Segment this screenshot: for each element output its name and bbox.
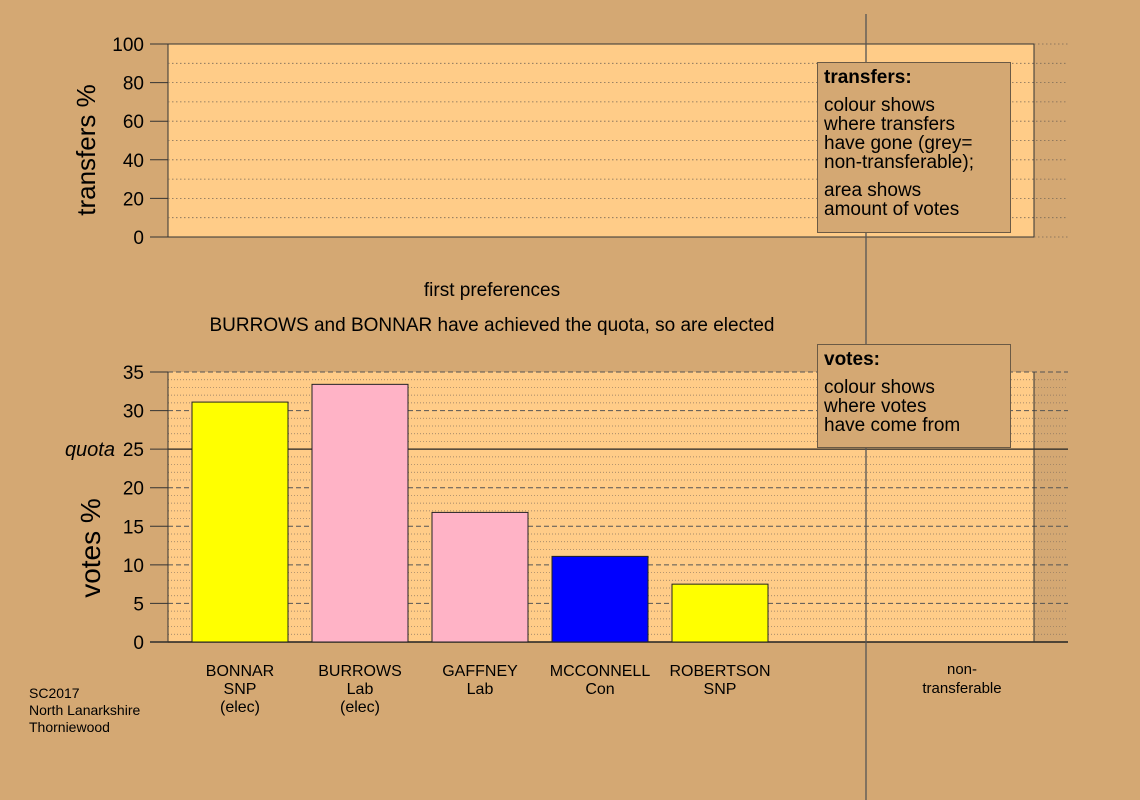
category-label: BONNAR	[206, 663, 274, 680]
bottom-tick-label: 0	[133, 633, 144, 654]
bottom-tick-label: 20	[123, 479, 144, 500]
category-label: (elec)	[340, 699, 380, 716]
top-tick-label: 60	[123, 112, 144, 133]
top-tick-label: 20	[123, 189, 144, 210]
bottom-tick-label: 10	[123, 556, 144, 577]
bar	[551, 555, 649, 643]
bottom-tick-label: 35	[123, 363, 144, 384]
transfers-legend-title: transfers:	[824, 67, 912, 88]
category-label: Lab	[467, 681, 494, 698]
stage-subtitle: BURROWS and BONNAR have achieved the quo…	[209, 315, 774, 336]
category-label: BURROWS	[318, 663, 402, 680]
transfers-legend: transfers: colour shows where transfers …	[817, 62, 1011, 233]
nontransferable-label-line: non-	[947, 661, 977, 678]
bottom-tick-label: 25	[123, 440, 144, 461]
bar	[671, 583, 769, 643]
top-tick-label: 100	[112, 35, 144, 56]
category-label: (elec)	[220, 699, 260, 716]
votes-legend-text: colour shows where votes have come from	[824, 377, 961, 436]
top-tick-label: 0	[133, 228, 144, 249]
bars	[191, 383, 769, 643]
bottom-tick-label: 30	[123, 402, 144, 423]
nontransferable-area	[1034, 372, 1068, 642]
top-tick-label: 40	[123, 151, 144, 172]
stage-title: first preferences	[424, 280, 560, 301]
bar	[191, 401, 289, 643]
bar	[311, 383, 409, 643]
nontransferable-label: non-transferable	[922, 661, 1001, 697]
category-label: Lab	[347, 681, 374, 698]
footer-line-3: Thorniewood	[29, 719, 110, 735]
votes-legend: votes: colour shows where votes have com…	[817, 344, 1011, 448]
footer-line-1: SC2017	[29, 685, 80, 701]
bar	[431, 511, 529, 643]
transfers-legend-text-1: colour shows where transfers have gone (…	[824, 95, 974, 173]
transfers-legend-text-2: area shows amount of votes	[824, 180, 960, 220]
category-label: SNP	[704, 681, 737, 698]
category-label: ROBERTSON	[669, 663, 770, 680]
bottom-y-ticks: 0 5 10 15 20 25 30 35	[123, 363, 168, 654]
category-labels: BONNARSNP(elec)BURROWSLab(elec)GAFFNEYLa…	[206, 663, 771, 716]
top-y-ticks: 0 20 40 60 80 100	[112, 35, 168, 249]
top-y-axis-label: transfers %	[71, 84, 101, 216]
nontransferable-label-line: transferable	[922, 680, 1001, 697]
top-gridlines	[168, 43, 1068, 238]
footer-caption: SC2017 North Lanarkshire Thorniewood	[29, 685, 140, 736]
category-label: SNP	[224, 681, 257, 698]
votes-legend-title: votes:	[824, 349, 880, 370]
footer-line-2: North Lanarkshire	[29, 702, 141, 718]
bottom-tick-label: 15	[123, 517, 144, 538]
quota-label: quota	[65, 439, 115, 461]
top-tick-label: 80	[123, 74, 144, 95]
bottom-y-axis-label: votes %	[75, 498, 106, 598]
category-label: MCCONNELL	[550, 663, 651, 680]
category-label: Con	[585, 681, 614, 698]
category-label: GAFFNEY	[442, 663, 518, 680]
bottom-tick-label: 5	[133, 594, 144, 615]
